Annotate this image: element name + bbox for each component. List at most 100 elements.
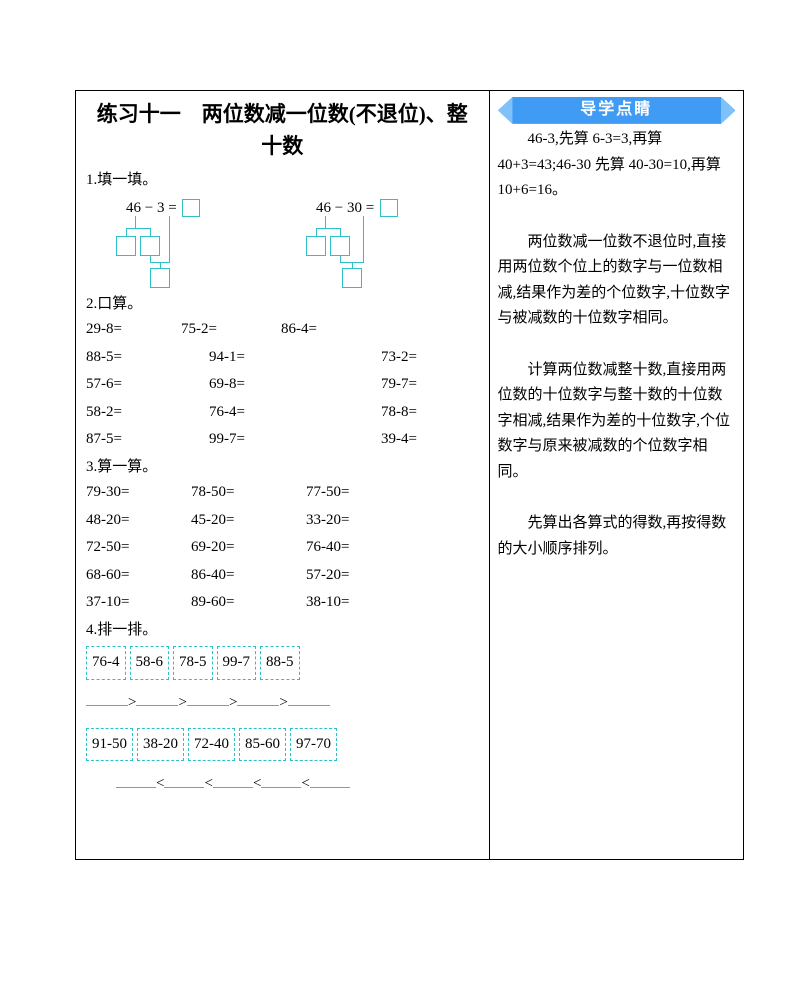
q1a-line	[126, 228, 150, 229]
q1-diagrams: 46 − 3 =	[86, 196, 479, 286]
q4b-op: <	[156, 776, 164, 792]
q2-cell: 39-4=	[381, 427, 461, 453]
q3-cell: 38-10=	[306, 590, 416, 616]
q2-cell: 94-1=	[181, 345, 281, 371]
content-frame: 练习十一 两位数减一位数(不退位)、整十数 1.填一填。 46 − 3 =	[75, 90, 744, 860]
q4-groupB: 91-50 38-20 72-40 85-60 97-70	[86, 728, 479, 762]
q2-cell: 58-2=	[86, 400, 181, 426]
q1b-line	[316, 228, 340, 229]
q1a-op: −	[145, 200, 153, 216]
guide-p4: 先算出各算式的得数,再按得数的大小顺序排列。	[498, 511, 735, 562]
q4a-blank[interactable]	[136, 690, 178, 707]
q2-cell: 86-4=	[281, 317, 381, 343]
guide-column: 导学点睛 46-3,先算 6-3=3,再算 40+3=43;46-30 先算 4…	[490, 91, 743, 859]
q4-heading: 4.排一排。	[86, 618, 479, 644]
q4-groupA: 76-4 58-6 78-5 99-7 88-5	[86, 646, 479, 680]
q4a-blank[interactable]	[288, 690, 330, 707]
q1b-answer-box[interactable]	[380, 199, 398, 217]
q2-cell	[381, 317, 461, 343]
q4b-op: <	[204, 776, 212, 792]
q3-grid: 79-30= 78-50= 77-50= 48-20= 45-20= 33-20…	[86, 480, 479, 616]
q4b-box: 91-50	[86, 728, 133, 762]
q1a-b: 3	[157, 200, 165, 216]
exercises-column: 练习十一 两位数减一位数(不退位)、整十数 1.填一填。 46 − 3 =	[76, 91, 490, 859]
q1a-line	[126, 228, 127, 236]
q4a-op: >	[128, 694, 136, 710]
q4a-compare-row: >>>>	[86, 690, 479, 716]
q1a-eq: =	[168, 200, 176, 216]
q4a-blank[interactable]	[187, 690, 229, 707]
q3-cell: 72-50=	[86, 535, 191, 561]
q2-cell: 29-8=	[86, 317, 181, 343]
q1-diagram-a: 46 − 3 =	[126, 196, 266, 286]
q1b-op: −	[335, 200, 343, 216]
q1-diagram-b: 46 − 30 =	[316, 196, 456, 286]
q4a-op: >	[178, 694, 186, 710]
q3-cell: 77-50=	[306, 480, 416, 506]
q2-cell: 87-5=	[86, 427, 181, 453]
q4a-blank[interactable]	[237, 690, 279, 707]
q2-cell: 76-4=	[181, 400, 281, 426]
q1a-answer-box[interactable]	[182, 199, 200, 217]
q2-grid: 29-8= 75-2= 86-4= 88-5= 94-1= 73-2= 57-6…	[86, 317, 479, 453]
q2-cell: 78-8=	[381, 400, 461, 426]
q3-cell: 37-10=	[86, 590, 191, 616]
q1a-result-box[interactable]	[150, 268, 170, 288]
q3-cell: 69-20=	[191, 535, 306, 561]
q1b-line	[316, 228, 317, 236]
q4b-blank[interactable]	[116, 771, 156, 788]
q1b-line	[363, 216, 364, 262]
q3-cell: 33-20=	[306, 508, 416, 534]
q2-cell: 75-2=	[181, 317, 281, 343]
q4a-box: 88-5	[260, 646, 300, 680]
q1a-expression: 46 − 3 =	[126, 196, 202, 222]
q4b-box: 72-40	[188, 728, 235, 762]
q2-cell: 69-8=	[181, 372, 281, 398]
q4b-box: 38-20	[137, 728, 184, 762]
q1b-split-box-1[interactable]	[306, 236, 326, 256]
q1a-line	[169, 216, 170, 262]
q4a-box: 99-7	[217, 646, 257, 680]
q1a-split-box-2[interactable]	[140, 236, 160, 256]
q1b-result-box[interactable]	[342, 268, 362, 288]
q3-cell: 76-40=	[306, 535, 416, 561]
q4b-blank[interactable]	[310, 771, 350, 788]
page: 练习十一 两位数减一位数(不退位)、整十数 1.填一填。 46 − 3 =	[0, 0, 799, 982]
q3-cell: 45-20=	[191, 508, 306, 534]
q4b-op: <	[253, 776, 261, 792]
q2-cell: 57-6=	[86, 372, 181, 398]
guide-p1: 46-3,先算 6-3=3,再算 40+3=43;46-30 先算 40-30=…	[498, 127, 735, 204]
guide-header: 导学点睛	[498, 97, 735, 123]
q4a-op: >	[229, 694, 237, 710]
q2-cell	[281, 372, 381, 398]
q3-heading: 3.算一算。	[86, 455, 479, 481]
q3-cell: 86-40=	[191, 563, 306, 589]
q4b-blank[interactable]	[261, 771, 301, 788]
q1b-split-box-2[interactable]	[330, 236, 350, 256]
q2-cell: 88-5=	[86, 345, 181, 371]
guide-p2: 两位数减一位数不退位时,直接用两位数个位上的数字与一位数相减,结果作为差的个位数…	[498, 230, 735, 332]
worksheet-title: 练习十一 两位数减一位数(不退位)、整十数	[86, 97, 479, 166]
q1a-split-box-1[interactable]	[116, 236, 136, 256]
q2-cell: 99-7=	[181, 427, 281, 453]
q2-cell	[281, 345, 381, 371]
q4a-box: 78-5	[173, 646, 213, 680]
q4b-op: <	[301, 776, 309, 792]
q4b-blank[interactable]	[213, 771, 253, 788]
q2-heading: 2.口算。	[86, 292, 479, 318]
q1b-expression: 46 − 30 =	[316, 196, 400, 222]
q4a-box: 76-4	[86, 646, 126, 680]
q4a-blank[interactable]	[86, 690, 128, 707]
q3-cell: 78-50=	[191, 480, 306, 506]
guide-p3: 计算两位数减整十数,直接用两位数的十位数字与整十数的十位数字相减,结果作为差的十…	[498, 358, 735, 486]
q3-cell: 89-60=	[191, 590, 306, 616]
guide-header-text: 导学点睛	[498, 97, 735, 123]
q1-heading: 1.填一填。	[86, 168, 479, 194]
q4b-blank[interactable]	[164, 771, 204, 788]
q3-cell: 68-60=	[86, 563, 191, 589]
q1b-line	[340, 228, 341, 236]
q1a-line	[150, 228, 151, 236]
q3-cell: 48-20=	[86, 508, 191, 534]
q1b-b: 30	[347, 200, 362, 216]
q1b-a: 46	[316, 200, 331, 216]
